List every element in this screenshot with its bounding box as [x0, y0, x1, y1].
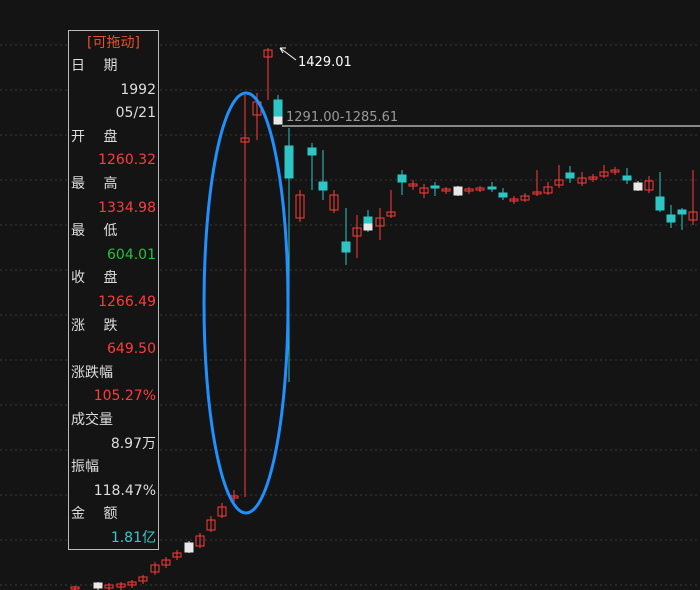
- candle-body: [70, 586, 80, 590]
- candle-body: [622, 175, 632, 181]
- candle-body: [295, 194, 305, 219]
- field-label: 振幅: [71, 459, 99, 476]
- candle-body: [217, 506, 227, 517]
- candle-body: [430, 185, 440, 189]
- field-value: 05/21: [115, 105, 156, 122]
- field-label: 金 额: [71, 506, 118, 523]
- candle-body: [419, 187, 429, 194]
- candle-body: [487, 186, 497, 190]
- candle-body: [599, 171, 609, 177]
- candle-body: [397, 174, 407, 183]
- candle-body: [498, 192, 508, 198]
- candle-body: [408, 183, 418, 187]
- candle-body: [633, 182, 643, 191]
- field-value: 118.47%: [93, 482, 156, 499]
- candle-body: [150, 564, 160, 573]
- candle-body: [677, 209, 687, 215]
- candle-body: [138, 576, 148, 582]
- arrow: [279, 47, 297, 61]
- field-value: 1992: [120, 81, 156, 98]
- candle-body: [206, 519, 216, 531]
- candle-body: [464, 188, 474, 192]
- candle-body: [263, 49, 273, 58]
- candle-body: [195, 535, 205, 547]
- candle-body: [184, 542, 194, 553]
- candle-body: [273, 116, 283, 125]
- candle-body: [116, 583, 126, 588]
- candle-body: [386, 211, 396, 217]
- field-value: 1266.49: [98, 293, 156, 310]
- candle-body: [284, 145, 294, 179]
- field-value: 649.50: [107, 341, 156, 358]
- candle-body: [352, 227, 362, 237]
- candle-body: [475, 187, 485, 191]
- candle-body: [273, 99, 283, 119]
- candle-body: [127, 581, 137, 586]
- candle-body: [93, 582, 103, 589]
- field-label: 涨 跌: [71, 317, 118, 334]
- candle-body: [610, 169, 620, 173]
- candle-body: [240, 137, 250, 143]
- field-value: 8.97万: [110, 435, 156, 452]
- field-label: 成交量: [71, 411, 113, 428]
- candle-body: [318, 181, 328, 191]
- field-label: 涨跌幅: [71, 364, 113, 381]
- highlight-ellipse: [202, 91, 290, 515]
- field-value: 604.01: [107, 246, 156, 263]
- panel-title: [可拖动]: [87, 35, 140, 51]
- candle-body: [655, 196, 665, 211]
- candle-body: [341, 241, 351, 253]
- candle-body: [441, 188, 451, 192]
- candle-body: [104, 584, 114, 589]
- candle-body: [307, 147, 317, 156]
- candle-body: [666, 214, 676, 223]
- candle-body: [565, 172, 575, 179]
- candle-body: [543, 186, 553, 194]
- arrow-head: [279, 47, 286, 54]
- candle-body: [577, 177, 587, 184]
- field-label: 日 期: [71, 58, 118, 74]
- candles: [70, 48, 698, 590]
- candle-body: [588, 176, 598, 180]
- candle-body: [644, 180, 654, 191]
- candle-body: [532, 191, 542, 195]
- candle-body: [509, 198, 519, 202]
- candle-body: [520, 195, 530, 201]
- field-label: 收 盘: [71, 270, 118, 287]
- high-label: 1429.01: [298, 55, 352, 70]
- field-value: 1.81亿: [110, 529, 156, 546]
- candle-body: [688, 211, 698, 221]
- field-value: 105.27%: [93, 388, 156, 405]
- candle-body: [329, 194, 339, 211]
- field-label: 开 盘: [71, 128, 118, 145]
- candle-body: [554, 179, 564, 186]
- candle-body: [161, 559, 171, 566]
- candle-body: [375, 217, 385, 227]
- range-label: 1291.00-1285.61: [286, 110, 398, 125]
- info-panel: [可拖动] 日 期 1992 05/21 开 盘 1260.32 最 高 1334.98 最 低…: [68, 30, 159, 550]
- field-label: 最 低: [71, 223, 118, 240]
- candle-body: [172, 552, 182, 558]
- field-label: 最 高: [71, 175, 118, 192]
- candle-body: [363, 223, 373, 231]
- candle-body: [453, 186, 463, 196]
- field-value: 1260.32: [98, 152, 156, 169]
- field-value: 1334.98: [98, 199, 156, 216]
